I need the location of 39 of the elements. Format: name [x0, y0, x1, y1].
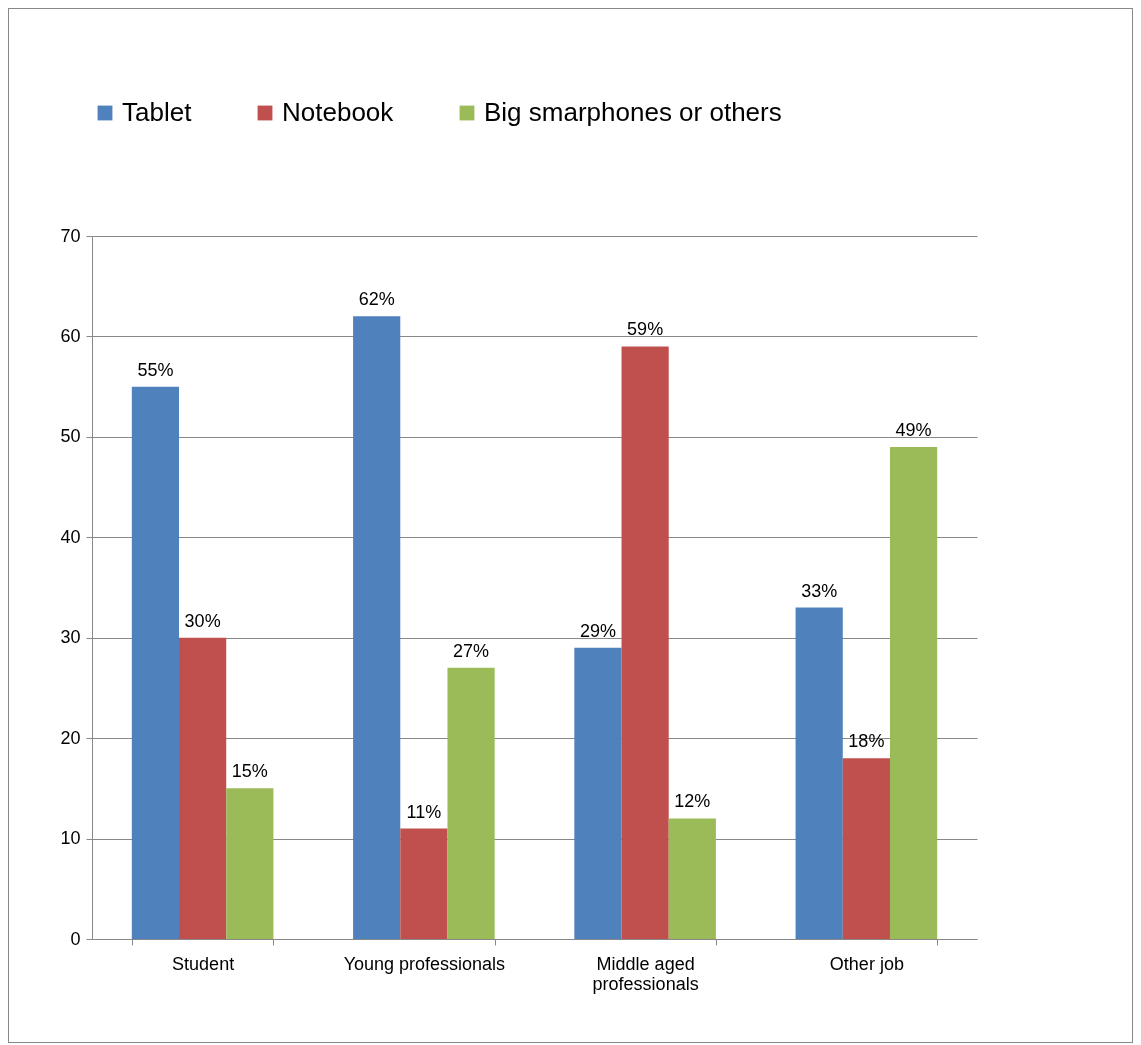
bar	[226, 788, 274, 939]
y-tick-label: 30	[60, 627, 81, 648]
data-label: 29%	[579, 620, 616, 641]
x-tick-label: Middle aged professionals	[592, 953, 699, 994]
legend-label: Big smarphones or others	[484, 97, 782, 127]
y-tick-label: 0	[70, 928, 81, 949]
y-tick-label: 50	[60, 426, 81, 447]
x-tick-label: Young professionals	[343, 953, 506, 974]
bar	[400, 828, 448, 939]
y-tick-label: 20	[60, 727, 81, 748]
bar	[795, 607, 843, 939]
data-label: 62%	[358, 289, 395, 310]
bar	[621, 346, 669, 939]
bar	[179, 637, 227, 939]
data-label: 33%	[801, 580, 838, 601]
x-tick-label: Other job	[829, 953, 904, 974]
data-label: 59%	[627, 319, 664, 340]
data-label: 18%	[848, 731, 885, 752]
data-label: 55%	[137, 359, 174, 380]
data-label: 49%	[895, 419, 932, 440]
data-label: 30%	[184, 610, 221, 631]
bar	[353, 316, 401, 939]
y-tick-label: 10	[60, 828, 81, 849]
x-tick-label: Student	[172, 953, 235, 974]
bar	[574, 647, 622, 939]
bar	[668, 818, 716, 939]
data-label: 27%	[453, 640, 490, 661]
y-tick-label: 70	[60, 225, 81, 246]
data-label: 15%	[231, 761, 268, 782]
bar	[131, 386, 180, 939]
legend-label: Notebook	[282, 97, 395, 127]
y-tick-label: 40	[60, 526, 81, 547]
y-tick-label: 60	[60, 325, 81, 346]
data-label: 12%	[674, 791, 711, 812]
bar	[447, 667, 495, 939]
legend-label: Tablet	[122, 97, 193, 127]
data-label: 11%	[406, 801, 442, 822]
bar	[842, 758, 890, 939]
bar	[889, 446, 938, 939]
